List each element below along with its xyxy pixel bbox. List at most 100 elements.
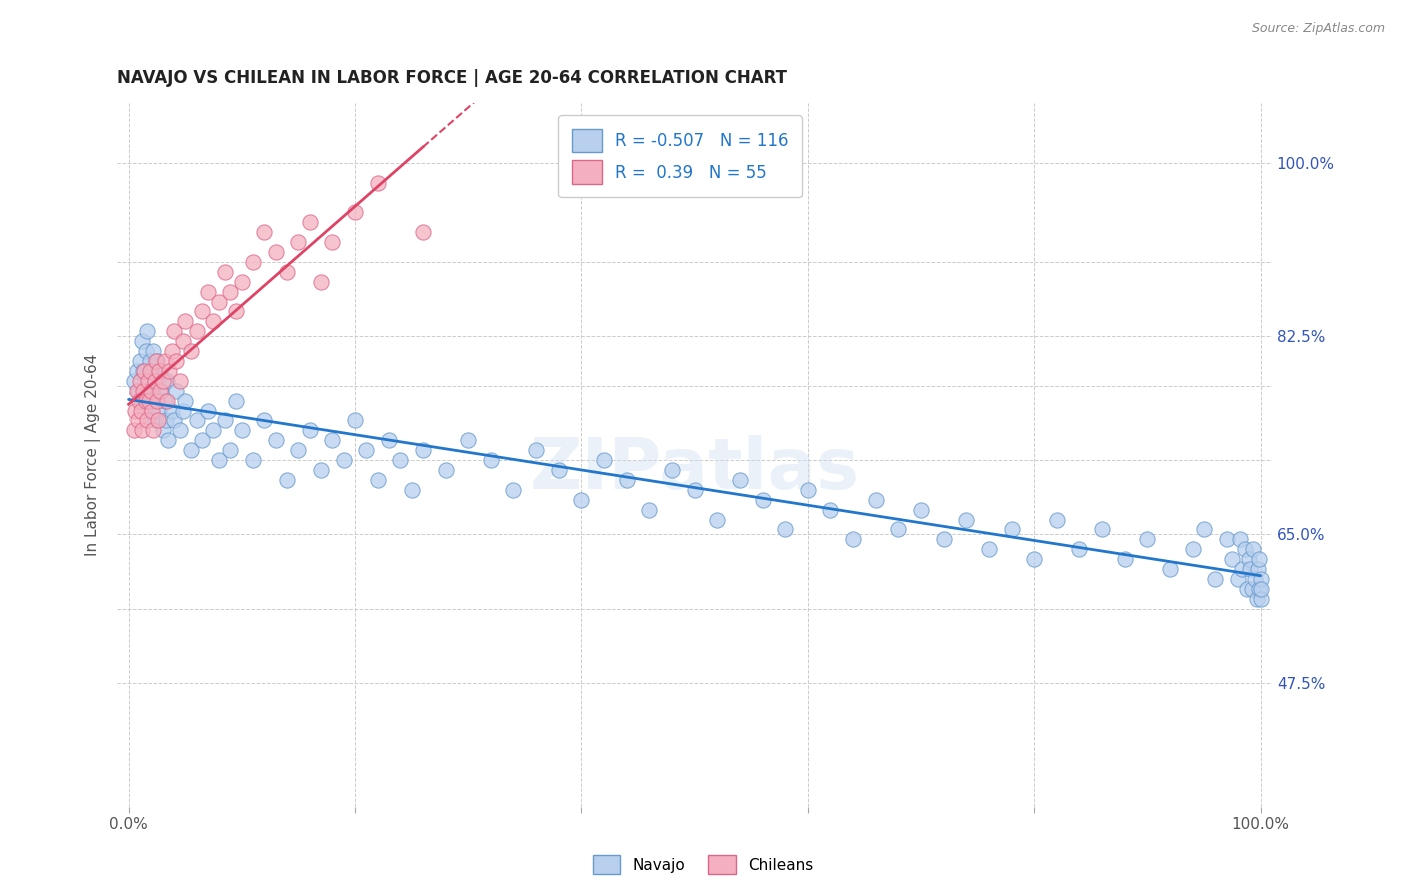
Point <box>910 502 932 516</box>
Point <box>122 374 145 388</box>
Point <box>309 275 332 289</box>
Point <box>136 393 159 408</box>
Point <box>638 502 661 516</box>
Point <box>309 463 332 477</box>
Point <box>172 403 194 417</box>
Point <box>156 374 179 388</box>
Point <box>321 434 343 448</box>
Point <box>1247 562 1270 576</box>
Point <box>1046 512 1069 526</box>
Point <box>139 364 162 378</box>
Point <box>1241 542 1264 557</box>
Point <box>163 413 186 427</box>
Point <box>1232 562 1254 576</box>
Point <box>378 434 401 448</box>
Point <box>136 374 159 388</box>
Point <box>225 393 247 408</box>
Point <box>321 235 343 249</box>
Point <box>146 393 169 408</box>
Point <box>1246 591 1268 606</box>
Point <box>197 403 219 417</box>
Point <box>141 403 163 417</box>
Point <box>202 424 225 438</box>
Point <box>122 424 145 438</box>
Point <box>287 235 309 249</box>
Point <box>298 215 321 229</box>
Point <box>152 374 174 388</box>
Point <box>143 374 166 388</box>
Point <box>186 413 208 427</box>
Point <box>148 364 170 378</box>
Point <box>135 324 157 338</box>
Point <box>163 324 186 338</box>
Point <box>1215 533 1237 547</box>
Point <box>1226 572 1249 586</box>
Point <box>160 403 183 417</box>
Point <box>132 364 155 378</box>
Point <box>1250 582 1272 596</box>
Point <box>683 483 706 497</box>
Point <box>174 393 197 408</box>
Point <box>434 463 457 477</box>
Point <box>129 374 152 388</box>
Point <box>1250 572 1272 586</box>
Point <box>135 393 157 408</box>
Point <box>1220 552 1243 566</box>
Point <box>150 384 173 398</box>
Point <box>412 443 434 458</box>
Point <box>593 453 616 467</box>
Point <box>231 275 253 289</box>
Point <box>155 413 177 427</box>
Point <box>1024 552 1046 566</box>
Point <box>1192 523 1215 537</box>
Point <box>214 265 236 279</box>
Point <box>661 463 683 477</box>
Point <box>191 304 214 318</box>
Point <box>728 473 751 487</box>
Point <box>1229 533 1251 547</box>
Point <box>253 225 276 239</box>
Point <box>141 364 163 378</box>
Point <box>1239 562 1261 576</box>
Point <box>547 463 569 477</box>
Point <box>1181 542 1204 557</box>
Point <box>214 413 236 427</box>
Point <box>157 364 180 378</box>
Point <box>1239 552 1261 566</box>
Point <box>132 384 155 398</box>
Point <box>141 403 163 417</box>
Point <box>616 473 638 487</box>
Point <box>242 453 264 467</box>
Point <box>165 354 187 368</box>
Point <box>135 413 157 427</box>
Point <box>145 354 167 368</box>
Point <box>138 393 160 408</box>
Point <box>142 384 165 398</box>
Point <box>865 492 887 507</box>
Point <box>571 492 593 507</box>
Point <box>135 344 157 359</box>
Point <box>172 334 194 349</box>
Point <box>131 424 153 438</box>
Point <box>208 453 231 467</box>
Point <box>412 225 434 239</box>
Point <box>401 483 423 497</box>
Point <box>751 492 773 507</box>
Point <box>298 424 321 438</box>
Point <box>242 255 264 269</box>
Point <box>131 334 153 349</box>
Point <box>127 413 149 427</box>
Point <box>1000 523 1022 537</box>
Point <box>146 354 169 368</box>
Point <box>180 344 202 359</box>
Point <box>1249 552 1271 566</box>
Point <box>367 473 389 487</box>
Point <box>1240 582 1263 596</box>
Point <box>457 434 479 448</box>
Point <box>1233 542 1256 557</box>
Point <box>502 483 524 497</box>
Point <box>134 364 156 378</box>
Legend: R = -0.507   N = 116, R =  0.39   N = 55: R = -0.507 N = 116, R = 0.39 N = 55 <box>558 115 801 197</box>
Point <box>479 453 502 467</box>
Point <box>138 374 160 388</box>
